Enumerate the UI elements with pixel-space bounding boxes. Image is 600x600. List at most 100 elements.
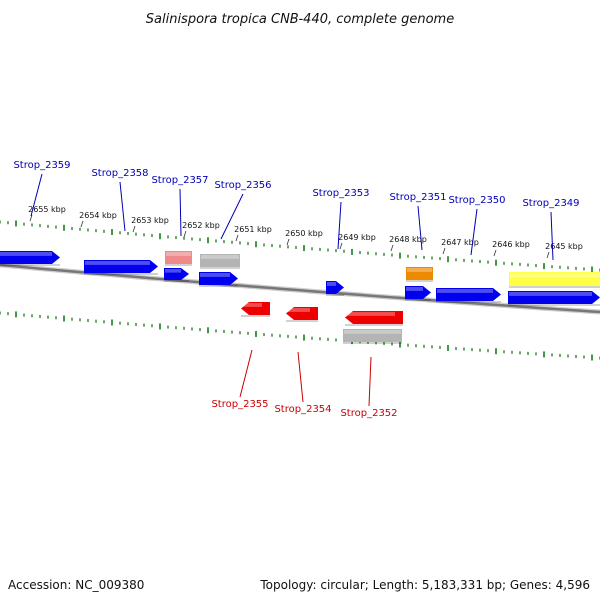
- gene-arrow-2350-shadow: [436, 301, 501, 303]
- reverse-gene-label[interactable]: Strop_2355: [211, 399, 268, 410]
- scale-label: 2645 kbp: [545, 242, 583, 251]
- gene-arrow-2351-orange[interactable]: [406, 267, 433, 282]
- gene-arrow-2357-pink-body: [165, 251, 192, 264]
- gene-arrow-2357-shadow: [164, 280, 189, 282]
- gene-arrow-2350-body: [436, 288, 501, 301]
- gene-arrow-2354-body: [286, 307, 318, 320]
- gene-arrow-2349-yellow-shadow: [509, 286, 600, 288]
- forward-gene-label[interactable]: Strop_2358: [91, 168, 148, 179]
- gene-arrow-2352-gray-shadow: [343, 342, 402, 344]
- map-title: Salinispora tropica CNB-440, complete ge…: [146, 12, 454, 27]
- gene-arrow-2358[interactable]: [84, 260, 158, 275]
- gene-arrow-2355-shadow: [241, 315, 270, 317]
- forward-gene-label[interactable]: Strop_2351: [389, 192, 446, 203]
- gene-arrow-2359-body: [0, 251, 60, 264]
- scale-label: 2648 kbp: [389, 235, 427, 244]
- gene-arrow-2357-pink-shadow: [165, 264, 192, 266]
- forward-label-leader: [179, 188, 182, 237]
- gene-arrow-2356[interactable]: [199, 272, 238, 287]
- scale-label-leader: [235, 234, 239, 242]
- gene-arrow-2352-body: [345, 311, 403, 324]
- gene-arrow-2352-shadow: [345, 324, 403, 326]
- feature-layer: [0, 251, 600, 344]
- gene-arrow-2349[interactable]: [508, 291, 600, 306]
- scale-label-leader: [493, 249, 497, 257]
- scale-label: 2647 kbp: [441, 238, 479, 247]
- gene-arrow-2349-yellow-highlight: [510, 273, 599, 278]
- gene-arrow-2351-orange-shadow: [406, 280, 433, 282]
- scale-label: 2655 kbp: [28, 205, 66, 214]
- scale-label-leader: [29, 214, 33, 222]
- reverse-label-leader: [368, 356, 372, 407]
- forward-gene-label[interactable]: Strop_2357: [151, 175, 208, 186]
- accession-text: Accession: NC_009380: [8, 578, 145, 592]
- gene-arrow-2357[interactable]: [164, 268, 189, 282]
- gene-arrow-2356-body: [199, 272, 238, 285]
- gene-arrow-2349-yellow-body: [509, 272, 600, 286]
- forward-gene-label[interactable]: Strop_2353: [312, 188, 369, 199]
- scale-label: 2654 kbp: [79, 211, 117, 220]
- gene-arrow-2356-highlight: [200, 273, 230, 277]
- gene-arrow-2351-body: [405, 286, 431, 299]
- genome-backbone: [0, 263, 600, 314]
- gene-arrow-2359-shadow: [0, 264, 60, 266]
- gene-arrow-2355-body: [241, 302, 270, 315]
- forward-gene-label[interactable]: Strop_2349: [522, 198, 579, 209]
- reverse-gene-label[interactable]: Strop_2352: [340, 408, 397, 419]
- gene-arrow-2352-highlight: [346, 312, 395, 316]
- forward-label-leader: [550, 211, 554, 261]
- scale-label-leader: [546, 251, 550, 259]
- gene-arrow-2356-gray-highlight: [201, 255, 239, 259]
- gene-arrow-2358-highlight: [85, 261, 150, 265]
- topology-text: Topology: circular; Length: 5,183,331 bp…: [260, 578, 590, 592]
- gene-arrow-2351-orange-body: [406, 267, 433, 280]
- gene-arrow-2358-body: [84, 260, 158, 273]
- gene-arrow-2355[interactable]: [241, 302, 270, 317]
- gene-arrow-2352-gray-body: [343, 329, 402, 342]
- gene-arrow-2352-gray[interactable]: [343, 329, 402, 344]
- scale-label-leader: [442, 247, 446, 255]
- gene-arrow-2356-gray-body: [200, 254, 240, 267]
- scale-label-leader: [339, 242, 343, 250]
- reverse-label-leader: [297, 351, 304, 403]
- gene-arrow-2353-shadow: [326, 294, 344, 296]
- gene-arrow-2356-shadow: [199, 285, 238, 287]
- gene-arrow-2357-pink[interactable]: [165, 251, 192, 266]
- gene-arrow-2357-body: [164, 268, 189, 280]
- forward-label-leader: [30, 173, 43, 217]
- forward-label-leader: [119, 181, 126, 232]
- gene-arrow-2350[interactable]: [436, 288, 501, 303]
- gene-arrow-2351[interactable]: [405, 286, 431, 301]
- forward-gene-label[interactable]: Strop_2356: [214, 180, 271, 191]
- gene-arrow-2354[interactable]: [286, 307, 318, 322]
- gene-arrow-2359[interactable]: [0, 251, 60, 266]
- gene-arrow-2359-highlight: [0, 252, 52, 256]
- gene-arrow-2353-highlight: [327, 282, 336, 286]
- gene-arrow-2357-pink-highlight: [166, 252, 191, 256]
- scale-label-leader: [390, 244, 394, 252]
- gene-arrow-2358-shadow: [84, 273, 158, 275]
- forward-gene-label[interactable]: Strop_2359: [13, 160, 70, 171]
- gene-arrow-2353-body: [326, 281, 344, 294]
- gene-arrow-2349-yellow[interactable]: [509, 272, 600, 288]
- forward-label-leader: [220, 193, 244, 240]
- scale-label-leader: [183, 230, 187, 238]
- scale-label: 2649 kbp: [338, 233, 376, 242]
- scale-label: 2646 kbp: [492, 240, 530, 249]
- gene-arrow-2353[interactable]: [326, 281, 344, 296]
- gene-arrow-2357-highlight: [165, 269, 181, 273]
- gene-arrow-2351-shadow: [405, 299, 431, 301]
- scale-label: 2652 kbp: [182, 221, 220, 230]
- gene-arrow-2352[interactable]: [345, 311, 403, 326]
- forward-gene-label[interactable]: Strop_2350: [448, 195, 505, 206]
- forward-label-leader: [470, 208, 478, 256]
- gene-arrow-2354-shadow: [286, 320, 318, 322]
- scale-label-leader: [286, 238, 290, 246]
- gene-arrow-2349-shadow: [508, 304, 600, 306]
- gene-arrow-2352-gray-highlight: [344, 330, 401, 334]
- reverse-gene-label[interactable]: Strop_2354: [274, 404, 331, 415]
- gene-arrow-2351-highlight: [406, 287, 423, 291]
- gene-arrow-2356-gray[interactable]: [200, 254, 240, 269]
